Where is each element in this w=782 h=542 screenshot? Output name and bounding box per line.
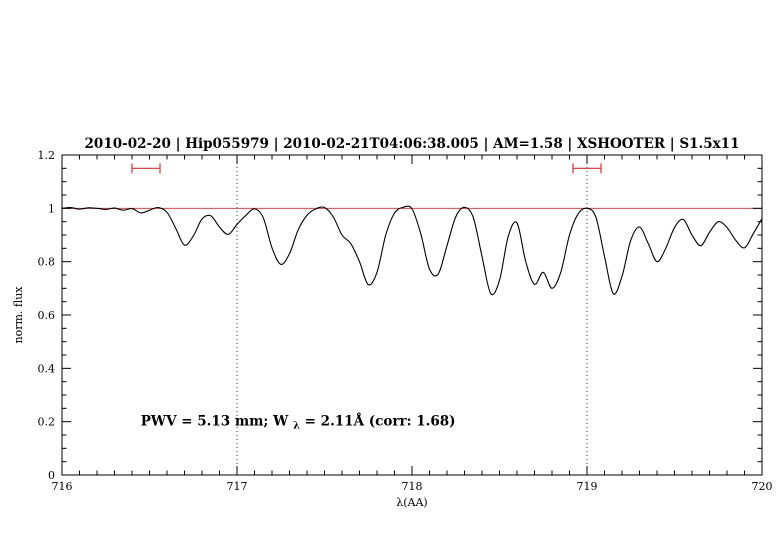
y-tick-label: 0.6 <box>38 309 56 322</box>
range-marker <box>572 163 602 174</box>
tick-labels-layer: 716 717 718 719 720 0 0.2 0.4 0.6 0.8 1 1.2 <box>38 149 773 493</box>
y-tick-label: 0.2 <box>38 416 56 429</box>
spectrum-curve <box>61 205 763 296</box>
x-tick-label: 718 <box>402 480 423 493</box>
range-marker <box>131 163 161 174</box>
spectrum-line-layer <box>61 205 763 296</box>
x-tick-label: 719 <box>577 480 598 493</box>
pwv-annotation-suffix: = 2.11Å (corr: 1.68) <box>305 414 456 430</box>
pwv-annotation-subscript: λ <box>293 421 300 432</box>
y-axis-label: norm. flux <box>12 286 25 344</box>
axis-ticks-layer <box>61 154 763 476</box>
y-tick-label: 1 <box>48 202 55 215</box>
chart-title: 2010-02-20 | Hip055979 | 2010-02-21T04:0… <box>85 136 740 152</box>
x-axis-label: λ(AA) <box>396 496 427 509</box>
y-tick-label: 0.8 <box>38 256 56 269</box>
y-tick-label: 0 <box>48 469 55 482</box>
pwv-annotation-prefix: PWV = 5.13 mm; W <box>141 414 289 430</box>
x-tick-label: 716 <box>52 480 73 493</box>
x-tick-label: 720 <box>752 480 773 493</box>
x-tick-label: 717 <box>227 480 248 493</box>
pwv-annotation: PWV = 5.13 mm; W λ = 2.11Å (corr: 1.68) <box>141 414 456 433</box>
y-tick-label: 0.4 <box>38 362 56 375</box>
y-tick-label: 1.2 <box>38 149 56 162</box>
